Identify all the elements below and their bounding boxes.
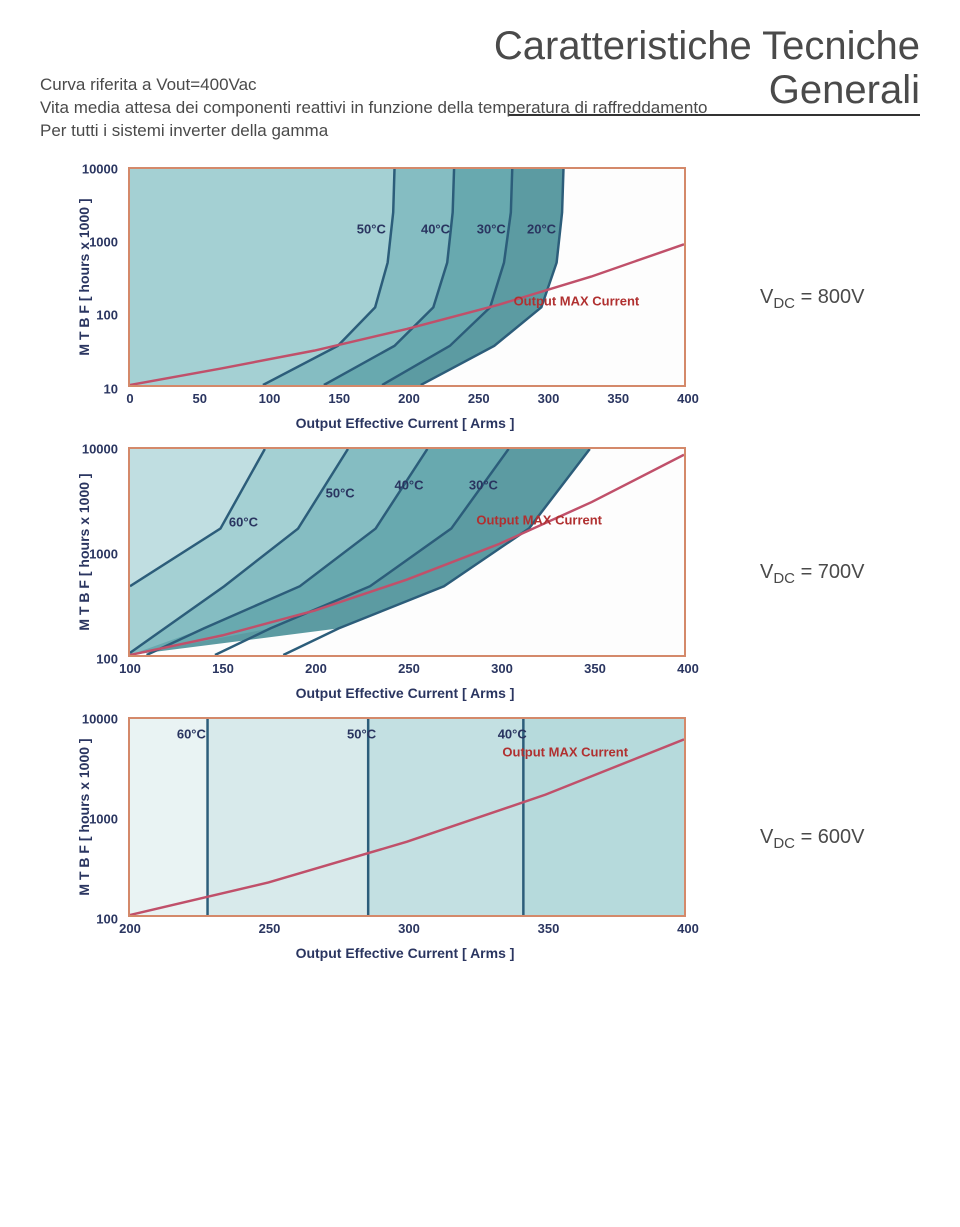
x-tick: 100 — [259, 391, 281, 406]
temp-label: 40°C — [498, 727, 527, 742]
chart600: M T B F [ hours x 1000 ]1001000100002002… — [70, 717, 740, 961]
y-tick: 10000 — [82, 161, 118, 176]
temp-label: 60°C — [177, 727, 206, 742]
temp-label: 50°C — [326, 485, 355, 500]
y-tick: 100 — [96, 308, 118, 323]
charts-container: M T B F [ hours x 1000 ] 10 100 1000 10000 0 5… — [40, 167, 920, 961]
temp-label: 30°C — [469, 478, 498, 493]
x-tick: 250 — [468, 391, 490, 406]
x-axis-label: Output Effective Current [ Arms ] — [70, 945, 740, 961]
y-tick: 1000 — [89, 235, 118, 250]
x-tick: 300 — [491, 661, 513, 676]
y-tick: 10000 — [82, 711, 118, 726]
chart600-plot: M T B F [ hours x 1000 ]1001000100002002… — [128, 717, 686, 917]
max-current-label: Output MAX Current — [476, 512, 602, 527]
y-tick: 1000 — [89, 811, 118, 826]
x-axis-label: Output Effective Current [ Arms ] — [70, 685, 740, 701]
desc-line-3: Per tutti i sistemi inverter della gamma — [40, 120, 920, 143]
x-tick: 150 — [212, 661, 234, 676]
x-tick: 400 — [677, 391, 699, 406]
y-tick: 100 — [96, 911, 118, 926]
temp-label: 60°C — [229, 515, 258, 530]
x-tick: 200 — [305, 661, 327, 676]
y-tick: 1000 — [89, 546, 118, 561]
x-tick: 350 — [538, 921, 560, 936]
x-axis-label: Output Effective Current [ Arms ] — [70, 415, 740, 431]
page-title: Caratteristiche Tecniche — [40, 24, 920, 68]
temp-label: 50°C — [357, 222, 386, 237]
temp-label: 30°C — [477, 222, 506, 237]
chart800-row: M T B F [ hours x 1000 ]1010010001000005… — [40, 167, 920, 431]
x-tick: 200 — [398, 391, 420, 406]
x-tick: 100 — [119, 661, 141, 676]
x-tick: 400 — [677, 921, 699, 936]
fill-region — [130, 719, 208, 915]
chart800-plot: M T B F [ hours x 1000 ]1010010001000005… — [128, 167, 686, 387]
chart800-label: VDC = 800V — [760, 286, 865, 312]
temp-label: 50°C — [347, 727, 376, 742]
temp-label: 20°C — [527, 222, 556, 237]
x-tick: 300 — [398, 921, 420, 936]
x-tick: 250 — [259, 921, 281, 936]
x-tick: 350 — [584, 661, 606, 676]
x-tick: 300 — [538, 391, 560, 406]
x-tick: 150 — [328, 391, 350, 406]
chart600-row: M T B F [ hours x 1000 ]1001000100002002… — [40, 717, 920, 961]
chart800-svg — [130, 169, 684, 385]
x-tick: 0 — [126, 391, 133, 406]
x-tick: 200 — [119, 921, 141, 936]
temp-label: 40°C — [421, 222, 450, 237]
temp-label: 40°C — [394, 478, 423, 493]
chart700-label: VDC = 700V — [760, 561, 865, 587]
max-current-label: Output MAX Current — [514, 293, 640, 308]
y-axis-label: M T B F [ hours x 1000 ] — [76, 198, 92, 355]
chart700: M T B F [ hours x 1000 ]1001000100001001… — [70, 447, 740, 701]
x-tick: 50 — [193, 391, 207, 406]
y-tick: 10 — [104, 381, 118, 396]
chart700-row: M T B F [ hours x 1000 ]1001000100001001… — [40, 447, 920, 701]
x-tick: 350 — [607, 391, 629, 406]
max-current-label: Output MAX Current — [502, 744, 628, 759]
x-tick: 400 — [677, 661, 699, 676]
y-tick: 10000 — [82, 441, 118, 456]
x-tick: 250 — [398, 661, 420, 676]
y-tick: 100 — [96, 651, 118, 666]
chart700-plot: M T B F [ hours x 1000 ]1001000100001001… — [128, 447, 686, 657]
chart600-label: VDC = 600V — [760, 826, 865, 852]
chart800: M T B F [ hours x 1000 ]1010010001000005… — [70, 167, 740, 431]
